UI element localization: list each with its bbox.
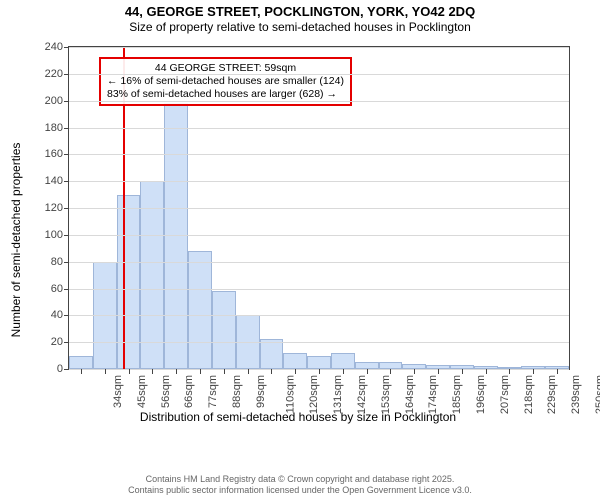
x-tick-label: 250sqm (594, 375, 600, 414)
x-tick-label: 88sqm (231, 375, 243, 408)
info-box-line: 83% of semi-detached houses are larger (… (107, 88, 344, 101)
x-tick-mark (367, 369, 368, 374)
x-tick-mark (295, 369, 296, 374)
x-tick-label: 99sqm (255, 375, 267, 408)
x-tick-mark (438, 369, 439, 374)
x-tick-mark (176, 369, 177, 374)
y-tick-label: 240 (45, 41, 69, 53)
x-axis-title: Distribution of semi-detached houses by … (140, 410, 456, 424)
bar (164, 103, 188, 369)
x-tick-label: 207sqm (499, 375, 511, 414)
x-tick-label: 120sqm (309, 375, 321, 414)
x-tick-mark (105, 369, 106, 374)
y-tick-label: 80 (51, 256, 69, 268)
info-box-line: ← 16% of semi-detached houses are smalle… (107, 75, 344, 88)
bar (283, 353, 307, 369)
y-tick-label: 120 (45, 202, 69, 214)
bar (355, 362, 379, 369)
bar (69, 356, 93, 369)
grid-line (69, 208, 569, 209)
x-tick-label: 34sqm (112, 375, 124, 408)
x-tick-mark (486, 369, 487, 374)
grid-line (69, 128, 569, 129)
x-tick-mark (343, 369, 344, 374)
title-sub: Size of property relative to semi-detach… (0, 20, 600, 34)
titles: 44, GEORGE STREET, POCKLINGTON, YORK, YO… (0, 4, 600, 34)
info-box-line: 44 GEORGE STREET: 59sqm (107, 62, 344, 75)
page: 44, GEORGE STREET, POCKLINGTON, YORK, YO… (0, 0, 600, 500)
y-tick-label: 20 (51, 336, 69, 348)
x-tick-label: 110sqm (284, 375, 296, 413)
bar (212, 291, 236, 369)
bar (307, 356, 331, 369)
y-axis-title: Number of semi-detached properties (9, 143, 23, 338)
bar (188, 251, 212, 369)
bar (379, 362, 403, 369)
credits: Contains HM Land Registry data © Crown c… (0, 474, 600, 496)
x-tick-label: 185sqm (451, 375, 463, 414)
x-tick-mark (224, 369, 225, 374)
grid-line (69, 289, 569, 290)
x-tick-label: 174sqm (428, 375, 440, 414)
x-tick-label: 66sqm (183, 375, 195, 408)
y-tick-label: 160 (45, 148, 69, 160)
chart: Number of semi-detached properties 44 GE… (18, 40, 578, 440)
y-tick-label: 60 (51, 283, 69, 295)
x-tick-mark (462, 369, 463, 374)
title-main: 44, GEORGE STREET, POCKLINGTON, YORK, YO… (0, 4, 600, 19)
x-tick-label: 218sqm (523, 375, 535, 414)
grid-line (69, 101, 569, 102)
x-tick-mark (414, 369, 415, 374)
x-tick-label: 56sqm (160, 375, 172, 408)
credit-line-2: Contains public sector information licen… (0, 485, 600, 496)
grid-line (69, 74, 569, 75)
x-tick-mark (129, 369, 130, 374)
bar (331, 353, 355, 369)
x-tick-label: 77sqm (207, 375, 219, 408)
x-tick-mark (509, 369, 510, 374)
credit-line-1: Contains HM Land Registry data © Crown c… (0, 474, 600, 485)
y-tick-label: 220 (45, 68, 69, 80)
bar (140, 181, 164, 369)
x-tick-mark (557, 369, 558, 374)
x-tick-label: 239sqm (570, 375, 582, 414)
x-tick-mark (200, 369, 201, 374)
x-tick-mark (533, 369, 534, 374)
x-tick-mark (248, 369, 249, 374)
x-tick-mark (271, 369, 272, 374)
y-tick-label: 100 (45, 229, 69, 241)
grid-line (69, 235, 569, 236)
x-tick-label: 196sqm (475, 375, 487, 414)
x-tick-mark (81, 369, 82, 374)
x-tick-label: 45sqm (136, 375, 148, 408)
grid-line (69, 262, 569, 263)
x-tick-label: 164sqm (404, 375, 416, 414)
grid-line (69, 315, 569, 316)
grid-line (69, 342, 569, 343)
info-box: 44 GEORGE STREET: 59sqm← 16% of semi-det… (99, 57, 352, 106)
x-tick-label: 153sqm (380, 375, 392, 414)
x-tick-label: 229sqm (547, 375, 559, 414)
x-tick-mark (152, 369, 153, 374)
grid-line (69, 154, 569, 155)
y-tick-label: 140 (45, 175, 69, 187)
grid-line (69, 47, 569, 48)
y-tick-label: 200 (45, 95, 69, 107)
y-tick-label: 180 (45, 122, 69, 134)
x-tick-label: 142sqm (356, 375, 368, 414)
y-tick-label: 0 (57, 363, 69, 375)
y-tick-label: 40 (51, 309, 69, 321)
x-tick-label: 131sqm (332, 375, 344, 414)
bar (260, 339, 284, 369)
plot-area: 44 GEORGE STREET: 59sqm← 16% of semi-det… (68, 46, 570, 370)
grid-line (69, 181, 569, 182)
x-tick-mark (319, 369, 320, 374)
x-tick-mark (390, 369, 391, 374)
